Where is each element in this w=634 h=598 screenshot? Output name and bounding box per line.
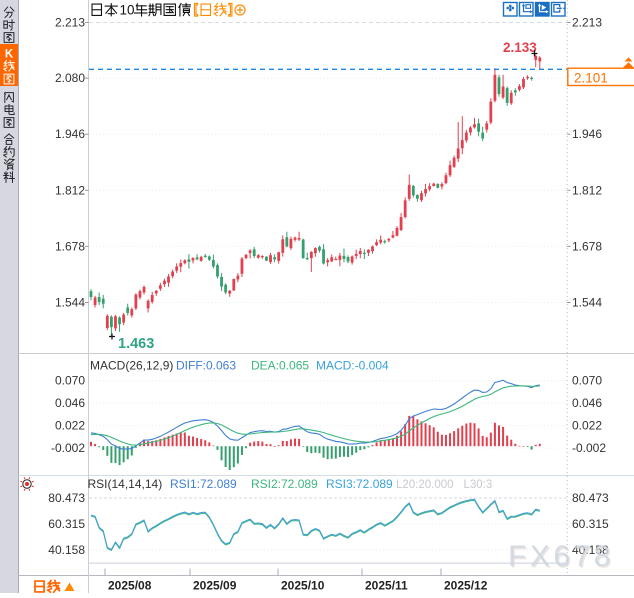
svg-text:40.158: 40.158 xyxy=(48,543,85,557)
svg-text:2.080: 2.080 xyxy=(55,71,85,85)
svg-text:1.812: 1.812 xyxy=(572,183,602,197)
svg-text:L20:20.000: L20:20.000 xyxy=(396,479,454,491)
svg-text:1.678: 1.678 xyxy=(55,239,85,253)
svg-text:1.678: 1.678 xyxy=(572,239,602,253)
svg-text:1.946: 1.946 xyxy=(572,127,602,141)
svg-text:0.022: 0.022 xyxy=(55,419,85,433)
svg-text:80.473: 80.473 xyxy=(48,491,85,505)
svg-text:1.544: 1.544 xyxy=(572,296,602,310)
svg-text:40.158: 40.158 xyxy=(572,543,609,557)
svg-text:RSI2:72.089: RSI2:72.089 xyxy=(251,477,318,491)
svg-text:1.463: 1.463 xyxy=(118,336,154,352)
svg-text:K: K xyxy=(5,49,14,61)
svg-text:1.544: 1.544 xyxy=(55,296,85,310)
svg-text:RSI1:72.089: RSI1:72.089 xyxy=(170,477,237,491)
svg-text:60.315: 60.315 xyxy=(572,517,609,531)
svg-text:0.070: 0.070 xyxy=(55,374,85,388)
svg-text:2025/11: 2025/11 xyxy=(365,579,408,593)
svg-text:FX678: FX678 xyxy=(510,542,616,575)
svg-text:2025/10: 2025/10 xyxy=(281,579,325,593)
svg-text:0.022: 0.022 xyxy=(572,419,602,433)
svg-text:RSI(14,14,14): RSI(14,14,14) xyxy=(88,477,163,491)
svg-text:2.101: 2.101 xyxy=(574,71,608,86)
svg-text:1.946: 1.946 xyxy=(55,127,85,141)
svg-text:-0.002: -0.002 xyxy=(51,441,85,455)
svg-text:RSI3:72.089: RSI3:72.089 xyxy=(326,477,393,491)
svg-text:2.213: 2.213 xyxy=(55,16,85,30)
svg-text:FX678: FX678 xyxy=(508,540,614,573)
svg-text:DIFF:0.063: DIFF:0.063 xyxy=(176,359,236,373)
svg-text:2025/09: 2025/09 xyxy=(193,579,237,593)
svg-text:-0.002: -0.002 xyxy=(572,441,606,455)
svg-text:60.315: 60.315 xyxy=(48,517,85,531)
svg-text:2.213: 2.213 xyxy=(572,16,602,30)
svg-text:MACD(26,12,9): MACD(26,12,9) xyxy=(90,359,173,373)
svg-text:1.812: 1.812 xyxy=(55,183,85,197)
svg-text:0.046: 0.046 xyxy=(572,396,602,410)
svg-text:2.133: 2.133 xyxy=(503,40,537,55)
svg-text:DEA:0.065: DEA:0.065 xyxy=(251,359,309,373)
svg-text:MACD:-0.004: MACD:-0.004 xyxy=(316,359,389,373)
svg-text:2025/12: 2025/12 xyxy=(444,579,488,593)
svg-text:L30:3: L30:3 xyxy=(464,479,493,491)
svg-text:0.070: 0.070 xyxy=(572,374,602,388)
svg-text:10: 10 xyxy=(120,3,135,18)
svg-text:80.473: 80.473 xyxy=(572,491,609,505)
svg-text:0.046: 0.046 xyxy=(55,396,85,410)
svg-text:2025/08: 2025/08 xyxy=(108,579,152,593)
